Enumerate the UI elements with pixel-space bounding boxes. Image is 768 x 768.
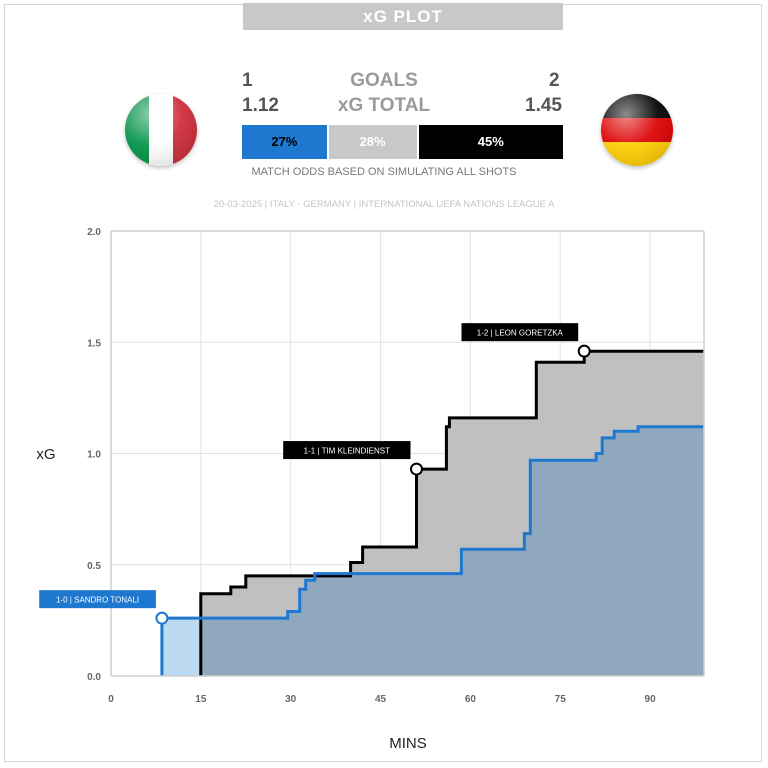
odds-away-win: 45% [418, 125, 563, 159]
odds-draw: 28% [328, 125, 417, 159]
home-xg-line [160, 425, 704, 676]
x-tick-label: 0 [108, 694, 114, 705]
goal-markers: 1-0 | SANDRO TONALI 1-1 | TIM KLEINDIENST… [39, 323, 591, 625]
x-tick-label: 60 [465, 694, 477, 705]
goal-marker [409, 462, 423, 476]
x-tick-label: 90 [645, 694, 657, 705]
x-axis-label: MINS [389, 735, 427, 752]
home-xg-area-early [161, 618, 201, 676]
germany-flag-icon [601, 94, 673, 166]
chart-ticks: 0 15 30 45 60 75 90 0.0 0.5 1.0 1.5 2.0 [87, 227, 656, 705]
y-tick-label: 0.5 [87, 561, 101, 572]
y-tick-label: 2.0 [87, 227, 101, 238]
x-tick-label: 75 [555, 694, 567, 705]
goal-label: 1-0 | SANDRO TONALI [56, 596, 139, 605]
goal-marker [155, 611, 169, 625]
home-xg-total: 1.12 [242, 95, 279, 116]
odds-note: MATCH ODDS BASED ON SIMULATING ALL SHOTS [251, 166, 517, 178]
goal-label: 1-1 | TIM KLEINDIENST [304, 447, 391, 456]
chart-fills [161, 351, 705, 676]
goals-label: GOALS [350, 70, 418, 91]
away-goals: 2 [549, 70, 560, 91]
chart-lines [160, 349, 704, 676]
chart-axes [110, 230, 705, 677]
home-xg-area [200, 426, 705, 676]
odds-home-win: 27% [242, 125, 327, 159]
x-tick-label: 15 [195, 694, 207, 705]
away-xg-total: 1.45 [525, 95, 562, 116]
page-title: xG PLOT [243, 3, 563, 30]
goal-label-box [39, 590, 156, 609]
y-tick-label: 0.0 [87, 672, 101, 683]
goal-label: 1-2 | LEON GORETZKA [477, 329, 564, 338]
italy-flag-icon [125, 94, 197, 166]
goal-label-box [461, 323, 579, 342]
match-info: 20-03-2025 | ITALY - GERMANY | INTERNATI… [213, 199, 555, 210]
y-axis-label: xG [36, 446, 55, 463]
flag-gloss [601, 94, 673, 166]
goal-label-box [283, 441, 411, 460]
goal-marker [577, 344, 591, 358]
x-tick-label: 30 [285, 694, 297, 705]
x-tick-label: 45 [375, 694, 387, 705]
flag-gloss [125, 94, 197, 166]
y-tick-label: 1.5 [87, 338, 101, 349]
home-goals: 1 [242, 70, 253, 91]
away-xg-line [199, 349, 704, 676]
xg-total-label: xG TOTAL [337, 95, 431, 116]
y-tick-label: 1.0 [87, 450, 101, 461]
